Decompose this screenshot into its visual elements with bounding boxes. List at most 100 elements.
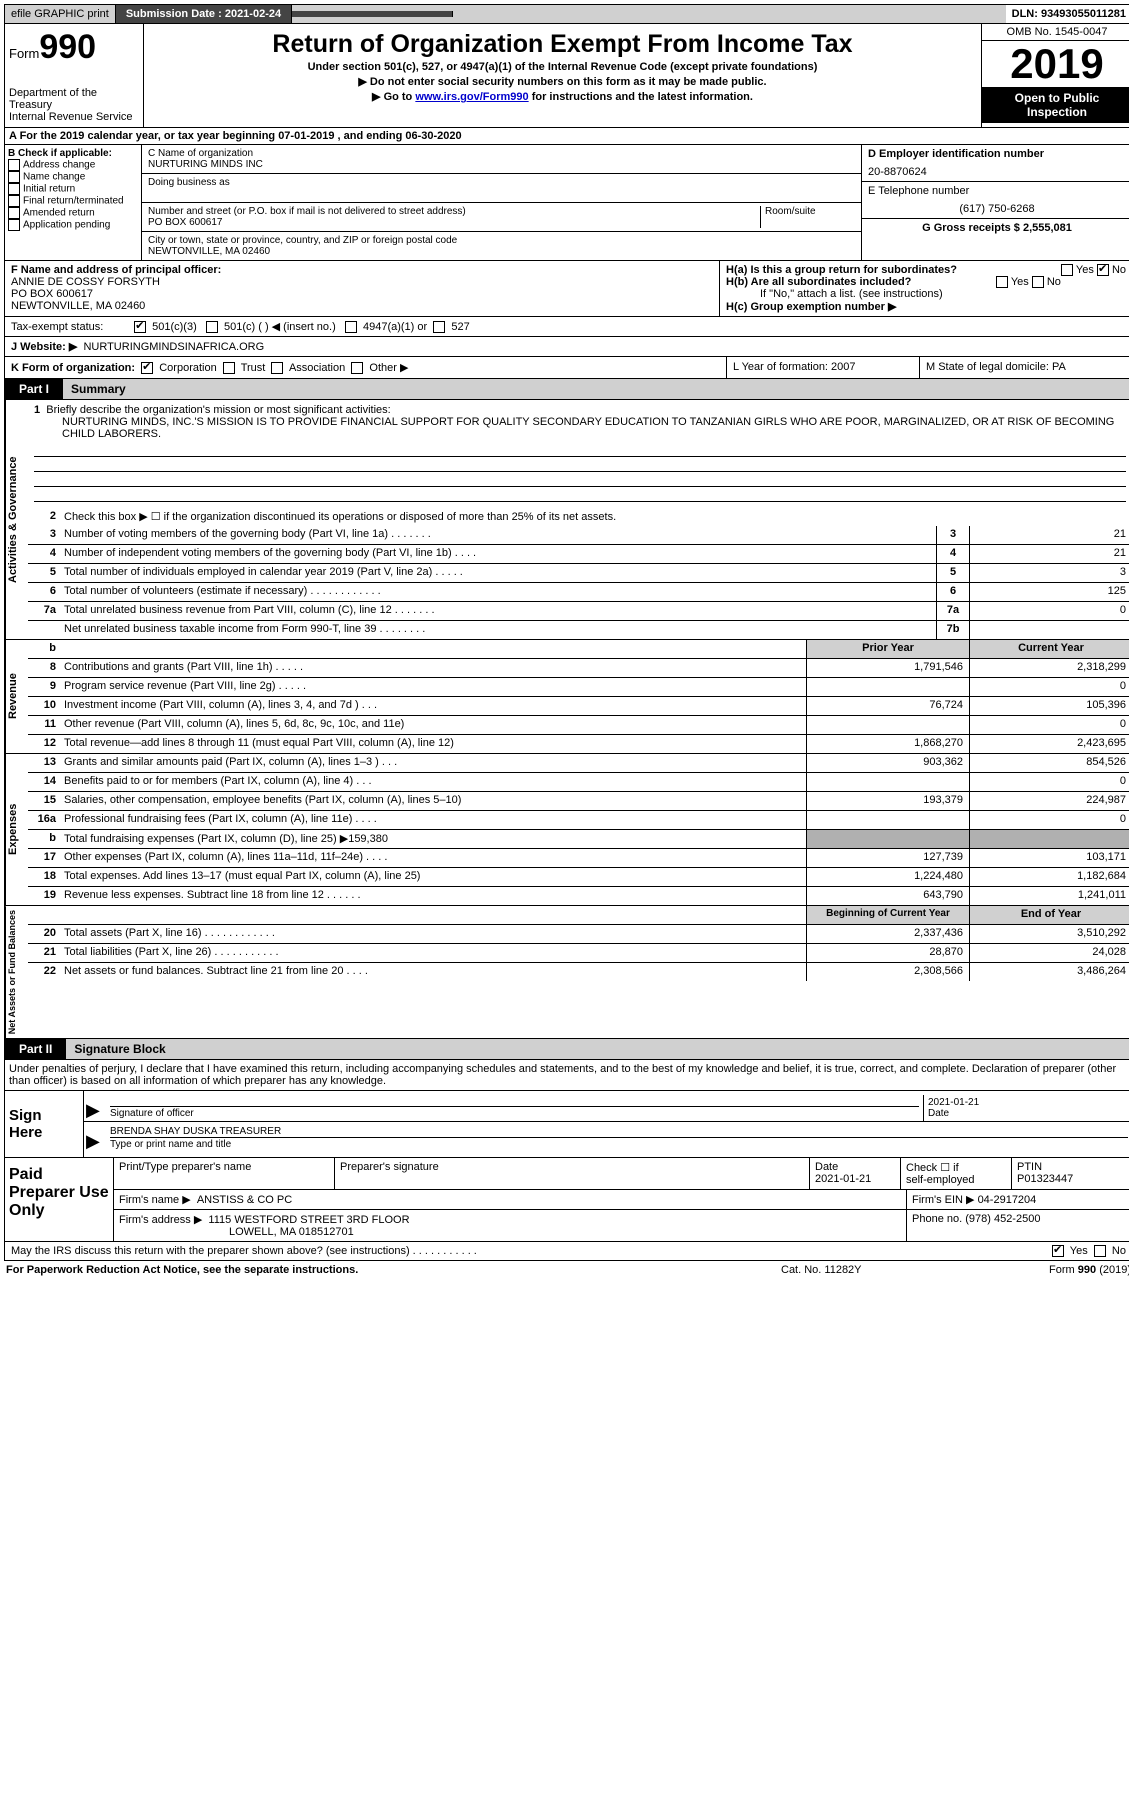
blank-line [34,487,1126,502]
header-right: OMB No. 1545-0047 2019 Open to Public In… [981,24,1129,127]
discuss-row: May the IRS discuss this return with the… [4,1242,1129,1261]
cb-discuss-yes[interactable] [1052,1245,1064,1257]
irs-link[interactable]: www.irs.gov/Form990 [415,91,528,103]
sign-here-label: Sign Here [5,1091,84,1157]
col-d-e-g: D Employer identification number 20-8870… [861,145,1129,260]
vlabel-governance: Activities & Governance [5,400,28,639]
cb-527[interactable] [433,321,445,333]
note-ssn: ▶ Do not enter social security numbers o… [152,75,973,88]
city-cell: City or town, state or province, country… [142,232,861,260]
officer-name: ANNIE DE COSSY FORSYTH [11,276,713,288]
section-governance: Activities & Governance 1 Briefly descri… [4,400,1129,640]
part2-title: Signature Block [66,1039,1129,1059]
irs-label: Internal Revenue Service [9,111,139,123]
row-a-period: A For the 2019 calendar year, or tax yea… [4,128,1129,145]
col-b-checkboxes: B Check if applicable: Address change Na… [5,145,142,260]
grid-bcde: B Check if applicable: Address change Na… [4,145,1129,261]
paid-preparer-block: Paid Preparer Use Only Print/Type prepar… [4,1158,1129,1242]
name-title-row: ▶ BRENDA SHAY DUSKA TREASURER Type or pr… [84,1122,1129,1152]
officer-addr1: PO BOX 600617 [11,288,713,300]
city-value: NEWTONVILLE, MA 02460 [148,246,855,257]
m-state-domicile: M State of legal domicile: PA [919,357,1129,378]
cb-initial-return[interactable]: Initial return [8,183,138,195]
header-middle: Return of Organization Exempt From Incom… [144,24,981,127]
col-h-group: H(a) Is this a group return for subordin… [719,261,1129,316]
dba-label: Doing business as [148,177,855,188]
form-number: Form990 [9,28,139,67]
l-year-formation: L Year of formation: 2007 [726,357,919,378]
ein-label: D Employer identification number [868,148,1126,160]
section-revenue: Revenue bPrior YearCurrent Year 8Contrib… [4,640,1129,754]
grid-fh: F Name and address of principal officer:… [4,261,1129,317]
officer-addr2: NEWTONVILLE, MA 02460 [11,300,713,312]
org-name: NURTURING MINDS INC [148,159,855,170]
cb-4947[interactable] [345,321,357,333]
officer-label: F Name and address of principal officer: [11,264,713,276]
blank-button[interactable] [292,11,453,17]
cb-pending[interactable]: Application pending [8,219,138,231]
phone-cell: E Telephone number (617) 750-6268 [862,182,1129,219]
part2-tag: Part II [5,1039,66,1059]
omb-number: OMB No. 1545-0047 [982,24,1129,41]
col-f-officer: F Name and address of principal officer:… [5,261,719,316]
dept-label: Department of the Treasury [9,87,139,111]
mission-text: NURTURING MINDS, INC.'S MISSION IS TO PR… [28,416,1129,442]
cb-501c3[interactable] [134,321,146,333]
part1-title: Summary [63,379,1129,399]
submission-date-button[interactable]: Submission Date : 2021-02-24 [116,5,292,23]
prep-firm-row: Firm's name ▶ ANSTISS & CO PC Firm's EIN… [114,1190,1129,1210]
row-klm: K Form of organization: Corporation Trus… [4,357,1129,379]
efile-label[interactable]: efile GRAPHIC print [5,5,116,23]
signature-intro: Under penalties of perjury, I declare th… [4,1060,1129,1091]
signature-row: ▶ Signature of officer 2021-01-21 Date [84,1091,1129,1122]
form-ref: Form 990 (2019) [981,1264,1129,1276]
part1-tag: Part I [5,379,63,399]
hb-row: H(b) Are all subordinates included? Yes … [726,276,1126,288]
room-label: Room/suite [761,206,855,228]
tax-year: 2019 [982,41,1129,87]
cat-no: Cat. No. 11282Y [781,1264,981,1276]
open-public-badge: Open to Public Inspection [982,87,1129,123]
ein-cell: D Employer identification number 20-8870… [862,145,1129,182]
row-j-website: J Website: ▶ NURTURINGMINDSINAFRICA.ORG [4,337,1129,357]
line-1-label: 1 Briefly describe the organization's mi… [28,400,1129,416]
dba-cell: Doing business as [142,174,861,203]
prep-addr-row: Firm's address ▶ 1115 WESTFORD STREET 3R… [114,1210,1129,1241]
street-value: PO BOX 600617 [148,217,760,228]
blank-line [34,457,1126,472]
blank-line [34,442,1126,457]
top-toolbar: efile GRAPHIC print Submission Date : 20… [4,4,1129,24]
page-footer: For Paperwork Reduction Act Notice, see … [4,1261,1129,1279]
website-label: J Website: ▶ [11,341,77,353]
col-b-label: B Check if applicable: [8,148,138,159]
cb-501c[interactable] [206,321,218,333]
gross-receipts: G Gross receipts $ 2,555,081 [862,219,1129,237]
street-label: Number and street (or P.O. box if mail i… [148,206,760,217]
dln-label: DLN: 93493055011281 [1006,5,1129,23]
blank-line [34,472,1126,487]
cb-amended[interactable]: Amended return [8,207,138,219]
section-net-assets: Net Assets or Fund Balances Beginning of… [4,906,1129,1039]
street-cell: Number and street (or P.O. box if mail i… [142,203,861,232]
cb-discuss-no[interactable] [1094,1245,1106,1257]
cb-address-change[interactable]: Address change [8,159,138,171]
org-name-cell: C Name of organization NURTURING MINDS I… [142,145,861,174]
cb-assoc[interactable] [271,362,283,374]
cb-final-return[interactable]: Final return/terminated [8,195,138,207]
tax-label: Tax-exempt status: [11,321,131,333]
col-c-org: C Name of organization NURTURING MINDS I… [142,145,861,260]
row-i-tax-status: Tax-exempt status: 501(c)(3) 501(c) ( ) … [4,317,1129,337]
cb-corp[interactable] [141,362,153,374]
arrow-icon: ▶ [84,1131,106,1152]
note-link: ▶ Go to www.irs.gov/Form990 for instruct… [152,90,973,103]
cb-other[interactable] [351,362,363,374]
cb-trust[interactable] [223,362,235,374]
header-left: Form990 Department of the Treasury Inter… [5,24,144,127]
part1-header: Part I Summary [4,379,1129,400]
vlabel-expenses: Expenses [5,754,28,905]
form-subtitle: Under section 501(c), 527, or 4947(a)(1)… [152,61,973,73]
form-title: Return of Organization Exempt From Incom… [152,30,973,59]
sign-here-block: Sign Here ▶ Signature of officer 2021-01… [4,1091,1129,1158]
paperwork-notice: For Paperwork Reduction Act Notice, see … [6,1264,781,1276]
cb-name-change[interactable]: Name change [8,171,138,183]
